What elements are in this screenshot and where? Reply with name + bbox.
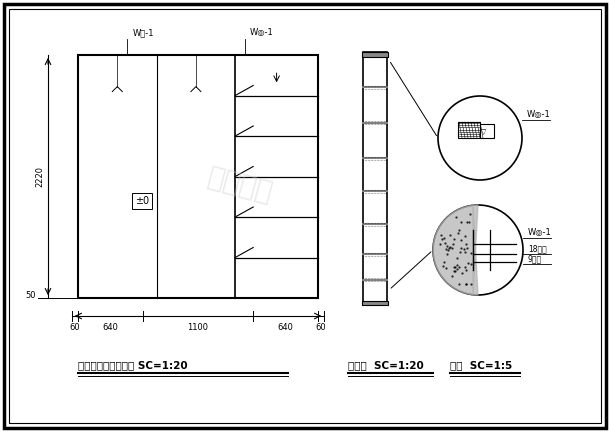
Text: 2220: 2220	[35, 166, 44, 187]
Text: 640: 640	[278, 323, 293, 332]
Text: W◎-1: W◎-1	[527, 110, 551, 119]
Polygon shape	[433, 205, 478, 295]
Text: 9厘板: 9厘板	[528, 254, 542, 263]
Bar	[480, 124, 494, 138]
Bar	[362, 52, 388, 57]
Text: ±0: ±0	[135, 196, 149, 206]
Text: W◎-1: W◎-1	[528, 228, 552, 237]
Bar	[78, 55, 318, 298]
Bar	[362, 301, 388, 305]
Text: W户-1: W户-1	[132, 28, 154, 37]
Text: 走廊柜子内部结构图 SC=1:20: 走廊柜子内部结构图 SC=1:20	[78, 360, 188, 370]
Text: 60: 60	[316, 323, 326, 332]
Text: 土木在线: 土木在线	[204, 163, 276, 207]
Text: 50: 50	[26, 290, 36, 299]
Text: 60: 60	[70, 323, 81, 332]
Text: 详图  SC=1:5: 详图 SC=1:5	[450, 360, 512, 370]
Text: ▽: ▽	[481, 129, 487, 135]
Circle shape	[438, 96, 522, 180]
Circle shape	[433, 205, 523, 295]
Text: W◎-1: W◎-1	[250, 28, 274, 37]
Text: 1100: 1100	[187, 323, 209, 332]
Text: 640: 640	[102, 323, 118, 332]
Text: 18厘板: 18厘板	[528, 244, 547, 253]
Bar	[363, 52, 387, 305]
Text: 剖面图  SC=1:20: 剖面图 SC=1:20	[348, 360, 424, 370]
Bar	[458, 122, 480, 138]
